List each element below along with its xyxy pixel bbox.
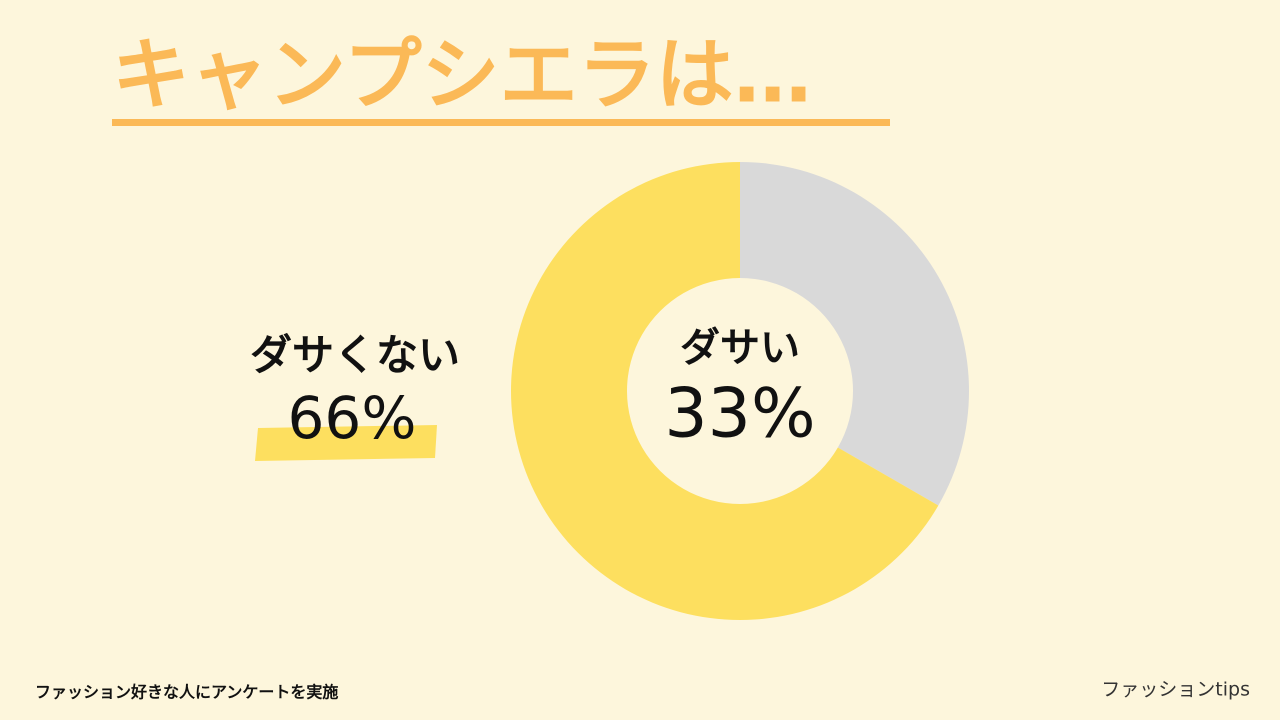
brand: ファッションtips (1101, 679, 1250, 701)
slice-label: ダサくない (250, 331, 460, 380)
donut (510, 162, 969, 620)
value-label: 66% (288, 384, 417, 452)
footnote: ファッション好きな人にアンケートを実施 (35, 683, 338, 702)
chart-title: キャンプシエラは… (112, 30, 812, 120)
value-label: 33% (664, 375, 815, 454)
label-highlight (255, 425, 437, 461)
donut-slice (740, 162, 969, 506)
slice-label: ダサい (680, 325, 800, 371)
title-underline (112, 119, 890, 126)
donut-slice (510, 162, 939, 620)
